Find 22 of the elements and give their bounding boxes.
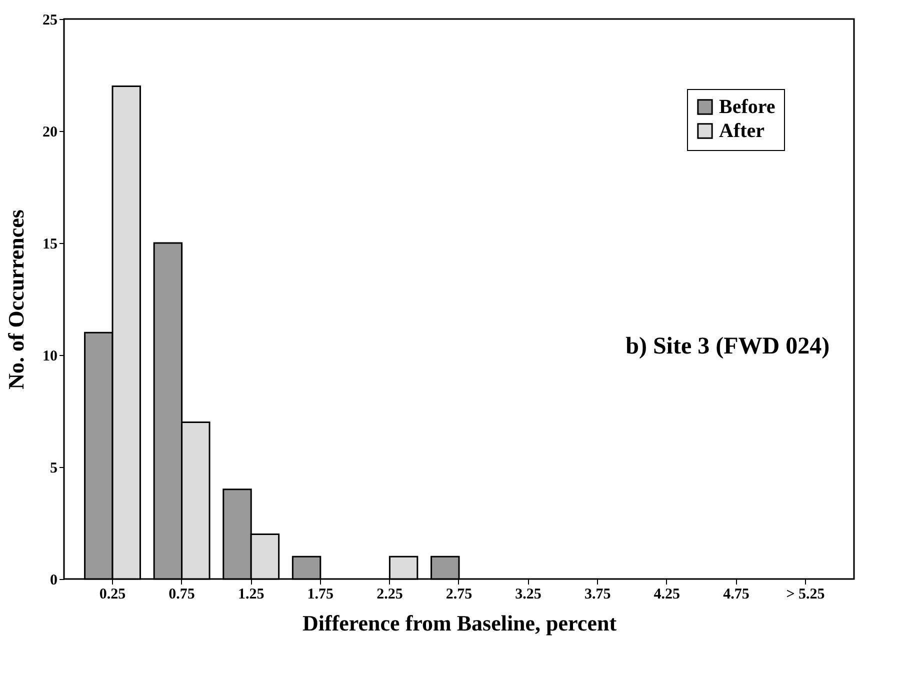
x-tick-label: 1.75	[307, 586, 334, 602]
legend-label: Before	[719, 96, 776, 118]
x-tick-label: 2.75	[446, 586, 472, 602]
y-axis-title: No. of Occurrences	[4, 209, 28, 390]
y-tick-label: 10	[42, 348, 58, 364]
x-axis-title: Difference from Baseline, percent	[302, 610, 618, 636]
x-tick-label: 0.25	[99, 586, 126, 602]
y-tick-label: 5	[50, 460, 58, 476]
x-tick-label: 1.25	[238, 586, 264, 602]
y-tick-label: 25	[42, 12, 58, 28]
y-tick-label: 20	[42, 124, 58, 140]
legend-label: After	[719, 120, 765, 142]
x-tick-label: 3.25	[515, 586, 542, 602]
y-tick-label: 0	[50, 572, 58, 588]
x-tick-label: 4.75	[723, 586, 750, 602]
x-tick-label: 0.75	[168, 586, 195, 602]
x-tick-label: 2.25	[376, 586, 403, 602]
annotation: b) Site 3 (FWD 024)	[626, 334, 830, 360]
x-tick-label: 4.25	[654, 586, 680, 602]
x-tick-label: 3.75	[584, 586, 611, 602]
y-tick-label: 15	[42, 236, 58, 252]
x-tick-label: > 5.25	[786, 586, 825, 602]
